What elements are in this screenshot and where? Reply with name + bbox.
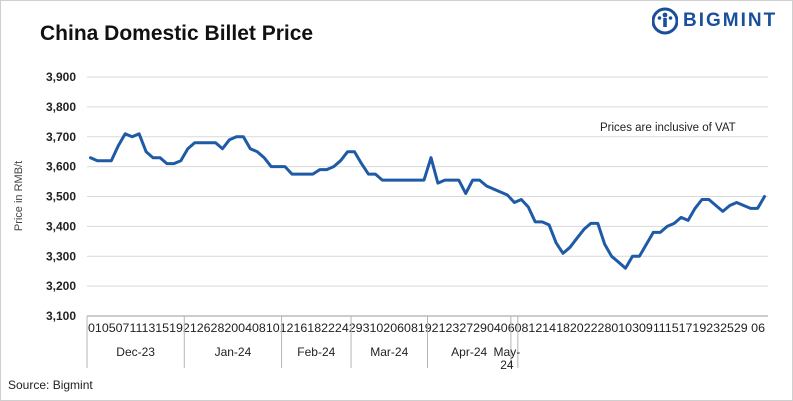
y-tick-label: 3,800: [46, 100, 76, 114]
source-note: Source: Bigmint: [8, 378, 93, 392]
x-day-tick-labels: 0105071113151921262820040810121618222429…: [88, 321, 765, 335]
x-month-label: Mar-24: [370, 345, 408, 359]
brand-logo: BIGMINT: [652, 6, 777, 36]
y-tick-label: 3,600: [46, 160, 76, 174]
x-month-label: Feb-24: [297, 345, 335, 359]
brand-name: BIGMINT: [683, 10, 778, 31]
bigmint-logo-icon: [652, 7, 678, 35]
y-tick-label: 3,100: [46, 309, 76, 323]
y-tick-label: 3,900: [46, 70, 76, 84]
y-axis-label: Price in RMB/t: [13, 161, 25, 231]
x-month-label: Jan-24: [215, 345, 252, 359]
chart-title: China Domestic Billet Price: [40, 22, 314, 45]
price-series-line: [89, 132, 766, 270]
y-tick-label: 3,300: [46, 249, 76, 263]
x-month-label: May-24: [494, 345, 521, 372]
y-tick-label: 3,500: [46, 190, 76, 204]
x-month-label: Apr-24: [451, 345, 487, 359]
y-tick-label: 3,700: [46, 130, 76, 144]
vat-annotation: Prices are inclusive of VAT: [600, 122, 736, 134]
y-tick-label: 3,400: [46, 219, 76, 233]
y-tick-label: 3,200: [46, 279, 76, 293]
x-month-label: Dec-23: [116, 345, 155, 359]
